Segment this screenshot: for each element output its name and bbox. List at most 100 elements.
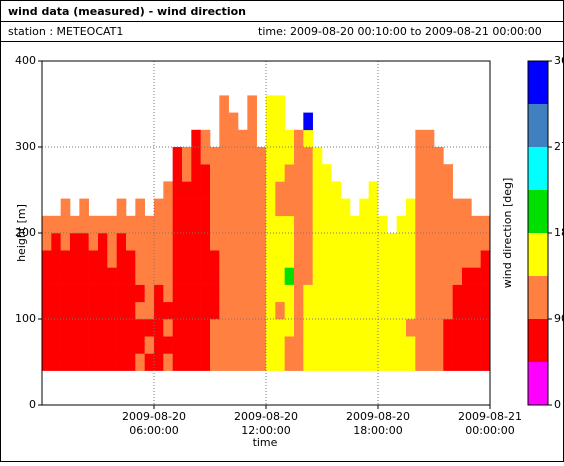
heat-cell [424, 181, 435, 199]
heat-cell [368, 181, 379, 199]
colorbar-tick-label: 270 [554, 140, 564, 153]
heat-cell [238, 319, 248, 337]
heat-cell [182, 267, 192, 285]
heat-cell [266, 301, 276, 320]
heat-cell [424, 164, 435, 182]
heat-cell [284, 181, 295, 199]
heat-cell [424, 198, 435, 217]
heat-cell [219, 267, 229, 285]
heat-cell [480, 301, 491, 320]
heat-cell [378, 267, 388, 285]
heat-cell [135, 267, 145, 285]
heat-cell [303, 129, 313, 148]
heat-cell [322, 198, 332, 217]
heat-cell [266, 267, 276, 285]
heat-cell [480, 250, 491, 268]
heat-cell [378, 319, 388, 337]
heat-cell [210, 301, 220, 320]
heat-cell [182, 353, 192, 371]
heat-cell [60, 319, 71, 337]
heat-cell [107, 250, 117, 268]
heat-cell [480, 353, 491, 371]
heat-cell [415, 181, 425, 199]
heat-cell [210, 250, 220, 268]
heat-cell [266, 336, 276, 354]
heat-cell [107, 233, 117, 251]
heat-cell [256, 250, 267, 268]
heat-cell [284, 267, 295, 285]
heat-cell [172, 198, 183, 217]
heat-cell [294, 147, 304, 165]
heat-cell [42, 215, 52, 234]
chart-title: wind data (measured) - wind direction [8, 5, 246, 18]
heat-cell [378, 215, 388, 234]
colorbar-label: wind direction [deg] [501, 178, 514, 289]
heat-cell [424, 284, 435, 303]
heat-cell [415, 336, 425, 354]
heat-cell [480, 233, 491, 251]
heat-cell [51, 319, 61, 337]
heat-cell [98, 250, 108, 268]
heat-cell [60, 336, 71, 354]
heat-cell [396, 284, 407, 303]
heat-cell [191, 301, 201, 320]
heat-cell [98, 284, 108, 303]
heat-cell [359, 353, 369, 371]
heat-cell [368, 336, 379, 354]
heat-cell [42, 233, 52, 251]
heat-cell [219, 250, 229, 268]
heat-cell [116, 336, 127, 354]
heat-cell [368, 215, 379, 234]
heat-cell [228, 198, 239, 217]
heat-cell [452, 319, 463, 337]
x-tick-label: 00:00:00 [465, 424, 514, 437]
heat-cell [144, 301, 155, 320]
heat-cell [256, 336, 267, 354]
heat-cell [163, 198, 173, 217]
heat-cell [322, 336, 332, 354]
heat-cell [219, 95, 229, 113]
heat-cell [284, 215, 295, 234]
heat-cell [303, 353, 313, 371]
heat-cell [191, 250, 201, 268]
heat-cell [247, 353, 257, 371]
heat-cell [51, 267, 61, 285]
heat-cell [172, 353, 183, 371]
heat-cell [79, 267, 89, 285]
heat-cell [266, 95, 276, 113]
heat-cell [368, 353, 379, 371]
heat-cell [247, 215, 257, 234]
heat-cell [424, 301, 435, 320]
heat-cell [452, 267, 463, 285]
heat-cell [172, 215, 183, 234]
heat-cell [331, 267, 341, 285]
heat-cell [200, 267, 211, 285]
heat-cell [219, 353, 229, 371]
heat-cell [79, 353, 89, 371]
heat-cell [462, 233, 472, 251]
heat-cell [60, 284, 71, 303]
heat-cell [340, 215, 351, 234]
heat-cell [415, 319, 425, 337]
heat-cell [154, 215, 164, 234]
heat-cell [424, 129, 435, 148]
heat-cell [340, 250, 351, 268]
heat-cell [359, 284, 369, 303]
heat-cell [322, 301, 332, 320]
heat-cell [135, 301, 145, 320]
heat-cell [51, 250, 61, 268]
heat-cell [396, 319, 407, 337]
heat-cell [462, 284, 472, 303]
heat-cell [331, 336, 341, 354]
heat-cell [182, 215, 192, 234]
heat-cell [144, 336, 155, 354]
heat-cell [256, 301, 267, 320]
heat-cell [154, 353, 164, 371]
heat-cell [79, 319, 89, 337]
heat-cell [228, 129, 239, 148]
heat-cell [275, 129, 285, 148]
heat-cell [98, 267, 108, 285]
heat-cell [79, 284, 89, 303]
heat-cell [471, 336, 481, 354]
heat-cell [275, 181, 285, 199]
